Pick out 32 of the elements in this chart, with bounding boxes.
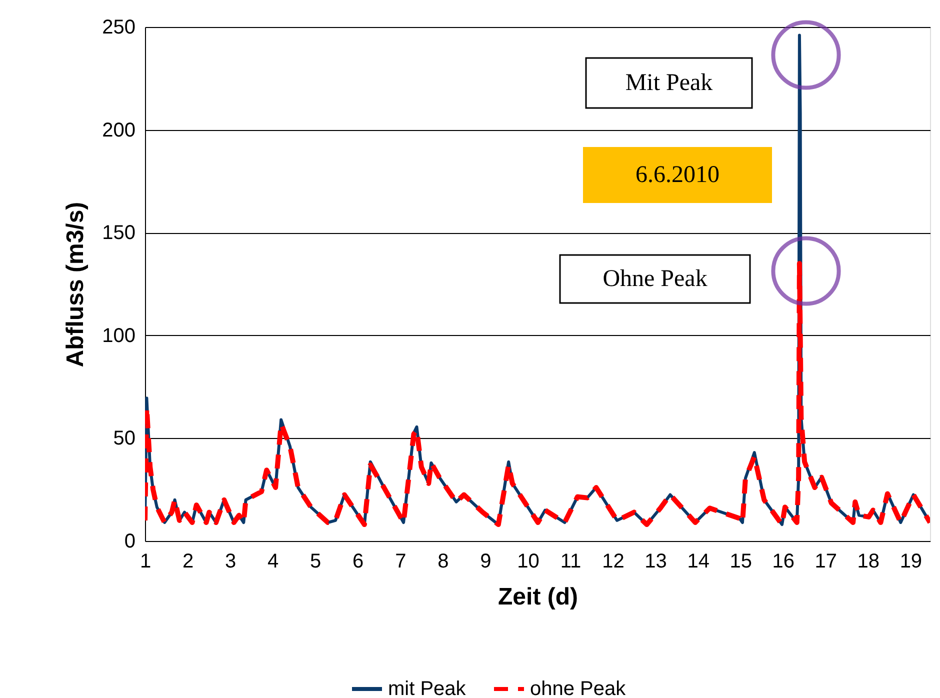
x-tick-label: 8 [438, 550, 449, 572]
legend-label: mit Peak [388, 678, 467, 698]
x-tick-label: 5 [310, 550, 322, 572]
x-tick-label: 19 [900, 550, 922, 572]
x-tick-label: 10 [517, 550, 540, 572]
x-axis-title: Zeit (d) [498, 584, 578, 610]
legend-label: ohne Peak [530, 678, 627, 698]
y-tick-label: 250 [102, 16, 136, 38]
x-tick-label: 14 [687, 550, 710, 572]
x-tick-label: 12 [602, 550, 624, 572]
x-tick-label: 4 [268, 550, 279, 572]
y-tick-label: 50 [113, 428, 136, 450]
annotation: 6.6.2010 [636, 162, 720, 188]
x-tick-label: 2 [182, 550, 194, 572]
x-tick-label: 11 [560, 550, 582, 572]
y-tick-label: 100 [102, 324, 136, 347]
x-tick-label: 3 [224, 550, 236, 572]
y-tick-label: 0 [124, 530, 136, 552]
x-tick-label: 6 [352, 550, 364, 572]
x-tick-label: 17 [814, 550, 838, 572]
y-tick-label: 200 [102, 119, 136, 142]
x-tick-label: 7 [395, 550, 406, 572]
y-axis-title: Abfluss (m3/s) [62, 202, 90, 368]
x-tick-label: 16 [772, 550, 794, 572]
x-tick-label: 1 [140, 550, 152, 572]
x-tick-label: 18 [857, 550, 880, 572]
x-tick-label: 13 [644, 550, 667, 572]
annotation: Ohne Peak [602, 266, 708, 292]
x-tick-label: 9 [480, 550, 492, 572]
y-tick-label: 150 [102, 222, 136, 244]
annotation: Mit Peak [625, 70, 713, 96]
x-tick-label: 15 [730, 550, 752, 572]
